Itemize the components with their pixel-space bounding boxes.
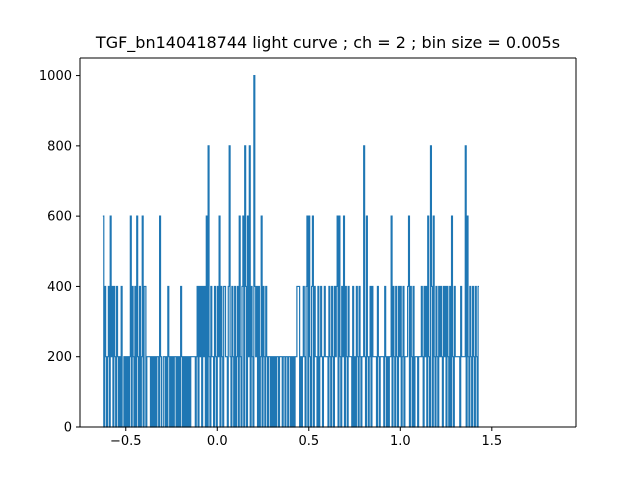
x-tick-label: 0.5 [298, 434, 319, 449]
y-tick-label: 200 [47, 350, 72, 365]
y-tick-label: 400 [47, 280, 72, 295]
x-tick-label: 1.5 [481, 434, 502, 449]
x-tick-label: 1.0 [390, 434, 411, 449]
x-tick-label: −0.5 [110, 434, 142, 449]
y-tick-label: 0 [64, 421, 72, 436]
axes-group: −0.5 0.0 0.5 1.0 1.5 0 200 400 600 800 1000 [39, 57, 577, 449]
y-tick-label: 1000 [39, 69, 72, 84]
y-tick-label: 800 [47, 139, 72, 154]
x-tick-label: 0.0 [207, 434, 228, 449]
chart-title: TGF_bn140418744 light curve ; ch = 2 ; b… [95, 33, 560, 53]
y-tick-label: 600 [47, 210, 72, 225]
